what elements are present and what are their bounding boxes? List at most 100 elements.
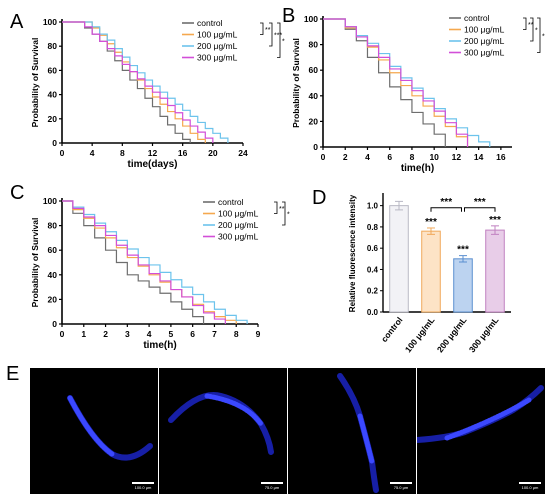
x-tick-label-a-2: 8 [120, 148, 125, 158]
scale-bar-1: 75.0 μm [261, 482, 283, 490]
x-tick-label-b-1: 2 [343, 152, 348, 162]
series-b-300 [323, 18, 469, 147]
legend-label-b-300: 300 μg/mL [464, 48, 505, 58]
y-tick-label-a-3: 60 [48, 65, 58, 75]
y-tick-label-c-4: 80 [48, 221, 58, 231]
worm-fluorescence-3 [444, 397, 532, 441]
x-tick-label-a-1: 4 [90, 148, 95, 158]
x-tick-label-a-4: 16 [178, 148, 188, 158]
x-axis-label-a: time(days) [127, 159, 177, 170]
y-tick-label-c-2: 40 [48, 270, 58, 280]
y-tick-label-b-0: 0 [313, 142, 318, 152]
y-tick-label-a-5: 100 [43, 17, 57, 27]
y-tick-label-c-3: 60 [48, 245, 58, 255]
x-tick-label-b-8: 16 [496, 152, 506, 162]
x-tick-label-b-6: 12 [452, 152, 462, 162]
sig-bracket-a-0 [260, 22, 264, 35]
series-b-control [323, 18, 446, 147]
y-tick-label-d-0: 0.0 [367, 308, 379, 317]
sig-label-a-2: * [282, 38, 285, 45]
worm-image-3 [417, 385, 544, 443]
x-tick-label-c-1: 1 [81, 329, 86, 339]
x-tick-label-c-0: 0 [60, 329, 65, 339]
scale-bar-line-0 [132, 482, 154, 484]
legend-label-a-control: control [197, 18, 223, 28]
x-tick-label-a-5: 20 [208, 148, 218, 158]
scale-bar-label-1: 75.0 μm [264, 485, 280, 490]
x-axis-label-c: time(h) [143, 340, 176, 351]
scale-bar-line-3 [519, 482, 541, 484]
series-a-100 [62, 21, 206, 143]
x-tick-label-c-7: 7 [212, 329, 217, 339]
survival-chart-b: 0 20 40 60 80 100 0 2 4 6 8 10 12 14 16 time(h) Probabil… [291, 13, 545, 174]
sig-label-b-2: * [542, 33, 545, 40]
bar-0 [389, 205, 409, 313]
y-tick-label-a-4: 80 [48, 41, 58, 51]
y-tick-label-d-2: 0.4 [367, 265, 379, 274]
x-tick-label-b-4: 8 [410, 152, 415, 162]
scale-bar-0: 100.0 μm [132, 482, 154, 490]
scale-bar-2: 75.0 μm [390, 482, 412, 490]
legend-label-c-300: 300 μg/mL [218, 232, 259, 242]
scale-bar-line-1 [261, 482, 283, 484]
y-tick-label-b-2: 40 [309, 91, 319, 101]
worm-fluorescence-1 [204, 393, 264, 427]
series-a-200 [62, 21, 229, 143]
scale-bar-line-2 [390, 482, 412, 484]
worm-body-2 [337, 373, 379, 493]
series-c-300 [62, 200, 226, 324]
legend-label-c-control: control [218, 197, 244, 207]
bar-sig-label-3: *** [489, 215, 501, 226]
worm-fluorescence-2 [357, 413, 375, 465]
y-tick-label-b-1: 20 [309, 116, 319, 126]
y-tick-label-d-3: 0.6 [367, 244, 379, 253]
y-tick-label-b-4: 80 [309, 40, 319, 50]
sig-label-a-0: ** [265, 27, 271, 34]
y-tick-label-b-5: 100 [304, 14, 318, 24]
comparison-bracket-0 [430, 207, 462, 212]
legend-label-c-200: 200 μg/mL [218, 220, 259, 230]
panel-label-c: C [10, 182, 24, 204]
worm-image-2 [337, 373, 379, 493]
panel-label-d: D [312, 187, 326, 209]
comparison-label-0: *** [440, 197, 452, 208]
survival-chart-c: 0 20 40 60 80 100 0 1 2 3 4 5 6 7 8 9 time(h) Probability… [30, 196, 290, 351]
x-tick-label-a-0: 0 [60, 148, 65, 158]
x-tick-label-a-6: 24 [238, 148, 248, 158]
comparison-label-1: *** [474, 197, 486, 208]
x-tick-label-c-5: 5 [169, 329, 174, 339]
x-tick-label-b-0: 0 [321, 152, 326, 162]
sig-label-a-1: *** [274, 33, 282, 40]
bar-sig-label-1: *** [425, 217, 437, 228]
x-tick-label-b-2: 4 [365, 152, 370, 162]
legend-label-b-100: 100 μg/mL [464, 25, 505, 35]
y-tick-label-c-5: 100 [43, 196, 57, 206]
worm-fluorescence-0 [67, 395, 115, 457]
legend-label-c-100: 100 μg/mL [218, 209, 259, 219]
series-c-control [62, 200, 205, 324]
panel-label-a: A [10, 11, 24, 33]
x-tick-label-c-2: 2 [103, 329, 108, 339]
micrograph-3: 100.0 μm [417, 368, 545, 494]
legend-label-b-control: control [464, 13, 490, 23]
bar-sig-label-2: *** [457, 245, 469, 256]
panel-label-b: B [282, 5, 295, 27]
bar-2 [453, 258, 473, 313]
sig-bracket-b-2 [537, 17, 541, 53]
sig-bracket-c-1 [282, 201, 286, 226]
y-axis-label-a: Probability of Survival [30, 38, 40, 128]
x-tick-label-b-7: 14 [474, 152, 484, 162]
x-axis-label-b: time(h) [401, 163, 434, 174]
category-label-2: 200 μg/mL [435, 315, 469, 354]
y-tick-label-b-3: 60 [309, 65, 319, 75]
y-tick-label-a-2: 40 [48, 90, 58, 100]
worm-image-0 [67, 395, 153, 461]
sig-bracket-a-2 [277, 22, 281, 58]
scale-bar-label-0: 100.0 μm [134, 485, 152, 490]
sig-label-b-0: ** [528, 22, 534, 29]
sig-bracket-b-0 [523, 17, 527, 30]
bar-3 [485, 229, 505, 313]
micrograph-0: 100.0 μm [30, 368, 158, 494]
worm-body-3 [417, 385, 544, 443]
sig-bracket-b-1 [530, 17, 534, 42]
